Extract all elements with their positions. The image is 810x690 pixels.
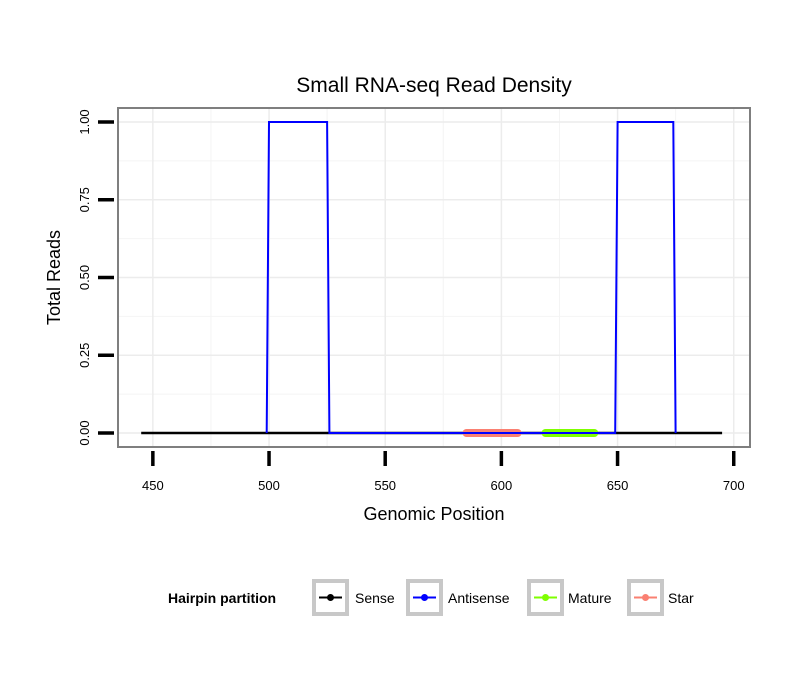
y-axis-title: Total Reads — [44, 230, 64, 325]
series-line-antisense — [265, 121, 677, 434]
series-layer — [141, 121, 723, 437]
legend-key-point — [542, 594, 549, 601]
y-tick-label: 0.75 — [77, 187, 92, 212]
y-tick-label: 0.00 — [77, 420, 92, 445]
x-tick-label: 650 — [607, 478, 629, 493]
grid — [118, 108, 750, 447]
legend: Hairpin partition Sense Antisense Mature St… — [168, 579, 694, 616]
legend-label: Mature — [568, 590, 612, 606]
legend-label: Antisense — [448, 590, 510, 606]
x-tick-label: 600 — [491, 478, 513, 493]
legend-key-point — [642, 594, 649, 601]
plot-panel — [117, 107, 751, 448]
y-tick-label: 1.00 — [77, 109, 92, 134]
legend-title: Hairpin partition — [168, 590, 276, 606]
y-axis: 0.00 0.25 0.50 0.75 1.00 — [77, 109, 114, 446]
legend-key-point — [421, 594, 428, 601]
legend-label: Sense — [355, 590, 395, 606]
chart-title: Small RNA-seq Read Density — [296, 74, 572, 97]
legend-label: Star — [668, 590, 694, 606]
x-axis-title: Genomic Position — [363, 504, 504, 524]
y-tick-label: 0.50 — [77, 265, 92, 290]
x-tick-label: 550 — [374, 478, 396, 493]
legend-key-point — [327, 594, 334, 601]
x-tick-label: 450 — [142, 478, 164, 493]
y-tick-label: 0.25 — [77, 343, 92, 368]
x-tick-label: 700 — [723, 478, 745, 493]
x-tick-label: 500 — [258, 478, 280, 493]
x-axis: 450 500 550 600 650 700 — [142, 451, 745, 493]
